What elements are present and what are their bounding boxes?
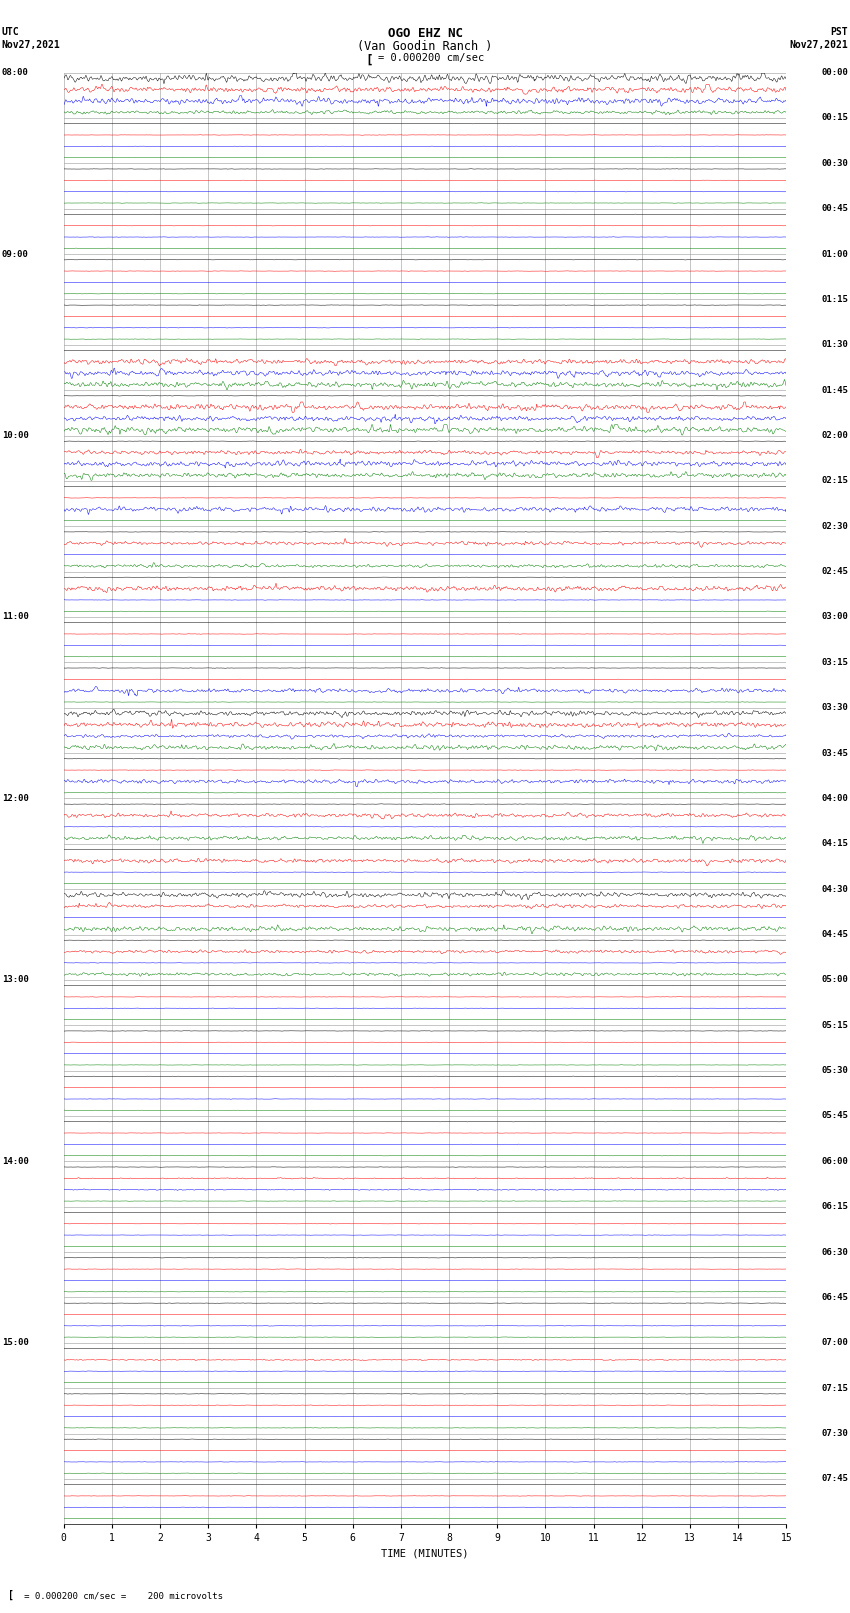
X-axis label: TIME (MINUTES): TIME (MINUTES) <box>382 1548 468 1558</box>
Text: 08:00: 08:00 <box>2 68 29 77</box>
Text: 04:45: 04:45 <box>821 931 848 939</box>
Text: 04:00: 04:00 <box>821 794 848 803</box>
Text: 00:30: 00:30 <box>821 158 848 168</box>
Text: 03:45: 03:45 <box>821 748 848 758</box>
Text: Nov27,2021: Nov27,2021 <box>2 40 60 50</box>
Text: 14:00: 14:00 <box>2 1157 29 1166</box>
Text: 04:15: 04:15 <box>821 839 848 848</box>
Text: OGO EHZ NC: OGO EHZ NC <box>388 27 462 40</box>
Text: 05:45: 05:45 <box>821 1111 848 1121</box>
Text: 06:30: 06:30 <box>821 1247 848 1257</box>
Text: 05:15: 05:15 <box>821 1021 848 1029</box>
Text: [: [ <box>8 1590 14 1600</box>
Text: = 0.000200 cm/sec: = 0.000200 cm/sec <box>378 53 484 63</box>
Text: = 0.000200 cm/sec =    200 microvolts: = 0.000200 cm/sec = 200 microvolts <box>8 1590 224 1600</box>
Text: 02:30: 02:30 <box>821 521 848 531</box>
Text: 11:00: 11:00 <box>2 613 29 621</box>
Text: 12:00: 12:00 <box>2 794 29 803</box>
Text: 04:30: 04:30 <box>821 884 848 894</box>
Text: 07:00: 07:00 <box>821 1339 848 1347</box>
Text: 05:00: 05:00 <box>821 976 848 984</box>
Text: 02:00: 02:00 <box>821 431 848 440</box>
Text: 02:15: 02:15 <box>821 476 848 486</box>
Text: 03:30: 03:30 <box>821 703 848 713</box>
Text: 06:45: 06:45 <box>821 1294 848 1302</box>
Text: 03:00: 03:00 <box>821 613 848 621</box>
Text: (Van Goodin Ranch ): (Van Goodin Ranch ) <box>357 40 493 53</box>
Text: 06:15: 06:15 <box>821 1202 848 1211</box>
Text: 01:45: 01:45 <box>821 386 848 395</box>
Text: 00:00: 00:00 <box>821 68 848 77</box>
Text: 13:00: 13:00 <box>2 976 29 984</box>
Text: 07:45: 07:45 <box>821 1474 848 1484</box>
Text: 05:30: 05:30 <box>821 1066 848 1076</box>
Text: 15:00: 15:00 <box>2 1339 29 1347</box>
Text: 06:00: 06:00 <box>821 1157 848 1166</box>
Text: 02:45: 02:45 <box>821 568 848 576</box>
Text: 01:00: 01:00 <box>821 250 848 258</box>
Text: 00:45: 00:45 <box>821 205 848 213</box>
Text: 09:00: 09:00 <box>2 250 29 258</box>
Text: 03:15: 03:15 <box>821 658 848 666</box>
Text: 07:15: 07:15 <box>821 1384 848 1392</box>
Text: 10:00: 10:00 <box>2 431 29 440</box>
Text: UTC: UTC <box>2 27 20 37</box>
Text: 01:30: 01:30 <box>821 340 848 350</box>
Text: PST: PST <box>830 27 848 37</box>
Text: [: [ <box>366 53 373 66</box>
Text: 01:15: 01:15 <box>821 295 848 303</box>
Text: 00:15: 00:15 <box>821 113 848 123</box>
Text: Nov27,2021: Nov27,2021 <box>790 40 848 50</box>
Text: 07:30: 07:30 <box>821 1429 848 1439</box>
